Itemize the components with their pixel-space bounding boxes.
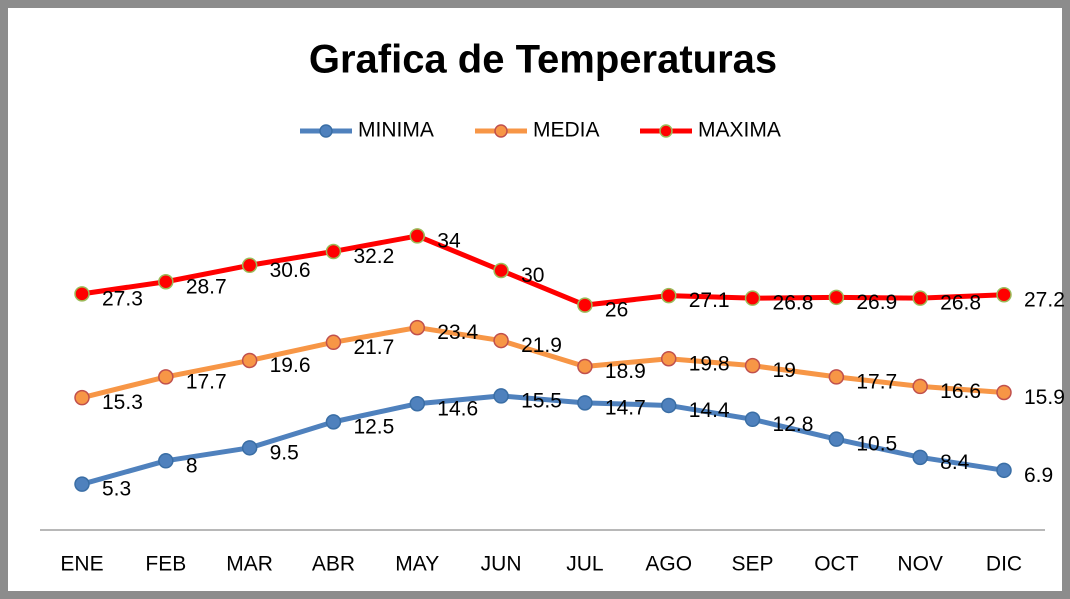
data-point xyxy=(493,262,509,279)
data-label: 15.9 xyxy=(1024,386,1065,409)
chart-title: Grafica de Temperaturas xyxy=(309,38,777,82)
data-point xyxy=(409,228,426,244)
data-point xyxy=(241,257,258,274)
x-tick-label: ABR xyxy=(312,553,355,576)
data-point xyxy=(660,350,677,367)
data-point xyxy=(660,287,677,304)
data-point xyxy=(912,290,928,306)
data-label: 19.6 xyxy=(270,354,311,377)
x-tick-label: OCT xyxy=(814,553,859,576)
series-line xyxy=(81,325,1005,401)
data-label: 8.4 xyxy=(940,451,970,474)
x-tick-label: DIC xyxy=(986,553,1022,576)
legend-label: MEDIA xyxy=(533,119,600,142)
x-tick-label: JUN xyxy=(481,553,522,576)
data-label: 26.9 xyxy=(856,291,897,314)
data-label: 18.9 xyxy=(605,360,646,383)
data-label: 32.2 xyxy=(353,245,394,268)
data-point xyxy=(577,395,593,411)
data-label: 30 xyxy=(521,264,544,287)
x-tick-label: SEP xyxy=(732,553,774,576)
data-point xyxy=(74,389,90,406)
data-point xyxy=(828,289,845,306)
x-tick-label: MAR xyxy=(226,553,273,576)
data-label: 28.7 xyxy=(186,275,227,298)
legend-marker xyxy=(659,124,673,138)
data-label: 19 xyxy=(773,359,796,382)
data-point xyxy=(996,384,1012,401)
series-line xyxy=(81,233,1005,308)
data-point xyxy=(996,286,1012,303)
legend-marker xyxy=(319,124,333,138)
data-label: 21.9 xyxy=(521,334,562,357)
legend-marker xyxy=(494,124,508,138)
data-label: 26.8 xyxy=(773,292,814,315)
data-label: 27.3 xyxy=(102,287,143,310)
data-point xyxy=(996,462,1012,479)
data-label: 14.6 xyxy=(437,397,478,420)
data-point xyxy=(912,378,928,395)
data-point xyxy=(158,453,174,469)
data-label: 34 xyxy=(437,229,461,252)
data-point xyxy=(241,440,258,456)
data-point xyxy=(660,397,677,414)
series-line xyxy=(81,393,1005,487)
data-point xyxy=(409,395,426,412)
data-point xyxy=(828,431,845,447)
data-point xyxy=(241,352,258,369)
data-label: 27.2 xyxy=(1024,288,1065,311)
data-label: 17.7 xyxy=(186,370,227,393)
data-point xyxy=(409,319,426,336)
data-label: 14.4 xyxy=(689,399,730,422)
x-tick-label: AGO xyxy=(645,553,692,576)
data-label: 21.7 xyxy=(353,336,394,359)
data-label: 15.5 xyxy=(521,389,562,412)
data-point xyxy=(577,358,593,375)
data-label: 19.8 xyxy=(689,352,730,375)
data-label: 5.3 xyxy=(102,478,131,501)
data-point xyxy=(493,332,509,349)
data-label: 16.6 xyxy=(940,380,981,403)
data-label: 10.5 xyxy=(856,433,897,456)
data-label: 14.7 xyxy=(605,396,646,419)
legend-label: MAXIMA xyxy=(698,119,781,142)
data-point xyxy=(74,286,90,302)
x-tick-label: JUL xyxy=(566,553,603,576)
data-label: 26 xyxy=(605,299,628,322)
legend-label: MINIMA xyxy=(358,119,434,142)
data-label: 9.5 xyxy=(270,441,299,464)
data-label: 6.9 xyxy=(1024,464,1053,487)
data-label: 26.8 xyxy=(940,292,981,315)
x-tick-label: NOV xyxy=(897,553,943,576)
data-label: 23.4 xyxy=(437,321,478,344)
data-label: 12.5 xyxy=(353,415,394,438)
data-point xyxy=(158,369,174,385)
data-point xyxy=(325,334,342,351)
data-point xyxy=(325,414,342,430)
data-point xyxy=(744,357,761,374)
data-label: 30.6 xyxy=(270,259,311,282)
data-point xyxy=(493,388,509,404)
data-point xyxy=(158,273,174,290)
x-tick-label: ENE xyxy=(60,553,103,576)
data-point xyxy=(744,411,761,428)
x-tick-label: MAY xyxy=(395,553,439,576)
data-label: 8 xyxy=(186,454,198,477)
data-point xyxy=(577,297,593,313)
data-point xyxy=(74,476,90,492)
data-point xyxy=(744,290,761,306)
data-point xyxy=(325,243,342,260)
data-label: 15.3 xyxy=(102,391,143,414)
data-label: 27.1 xyxy=(689,289,730,312)
x-tick-label: FEB xyxy=(145,553,186,576)
data-point xyxy=(828,369,845,385)
data-point xyxy=(912,449,928,466)
data-label: 12.8 xyxy=(773,413,814,436)
data-label: 17.7 xyxy=(856,370,897,393)
